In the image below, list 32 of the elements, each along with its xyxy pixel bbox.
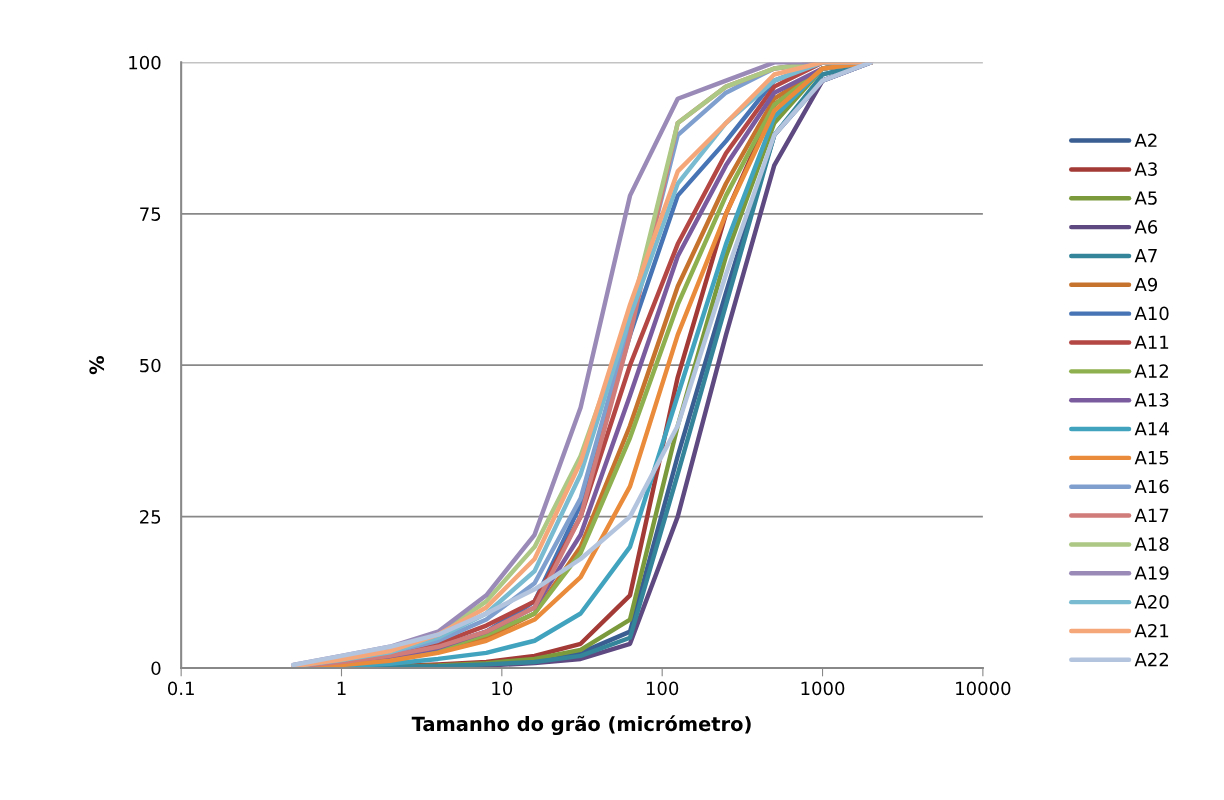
legend-label: A19 [1134, 566, 1169, 580]
legend-label: A5 [1134, 191, 1157, 205]
legend-label: A21 [1134, 623, 1169, 638]
legend-label: A2 [1134, 133, 1157, 147]
legend-label: A6 [1134, 220, 1158, 234]
y-axis-title: % [89, 356, 105, 375]
legend-label: A7 [1134, 249, 1157, 263]
legend-label: A3 [1134, 162, 1157, 176]
x-tick-label: 1000 [801, 681, 845, 696]
x-tick-label: 100 [646, 681, 679, 696]
legend-label: A15 [1134, 451, 1169, 465]
x-tick-label: 0.1 [167, 681, 194, 696]
x-tick-label: 1 [337, 681, 346, 695]
legend-label: A12 [1134, 364, 1168, 378]
legend-label: A14 [1134, 422, 1169, 436]
y-tick-label: 50 [140, 358, 161, 373]
x-axis-title: Tamanho do grão (micrómetro) [411, 715, 751, 736]
legend-label: A22 [1134, 652, 1168, 667]
y-tick-label: 25 [140, 510, 161, 524]
legend-label: A13 [1134, 393, 1169, 407]
x-tick-label: 10 [492, 681, 513, 696]
legend-label: A9 [1134, 277, 1158, 292]
legend-label: A20 [1134, 595, 1169, 609]
legend-label: A16 [1134, 479, 1169, 494]
legend-label: A17 [1134, 508, 1169, 522]
y-tick-label: 100 [129, 55, 161, 70]
y-tick-label: 0 [151, 661, 161, 676]
legend-label: A11 [1134, 335, 1169, 349]
legend-label: A10 [1134, 306, 1169, 321]
y-tick-label: 75 [140, 207, 161, 221]
x-tick-label: 10000 [956, 681, 1011, 696]
legend-label: A18 [1134, 537, 1169, 552]
